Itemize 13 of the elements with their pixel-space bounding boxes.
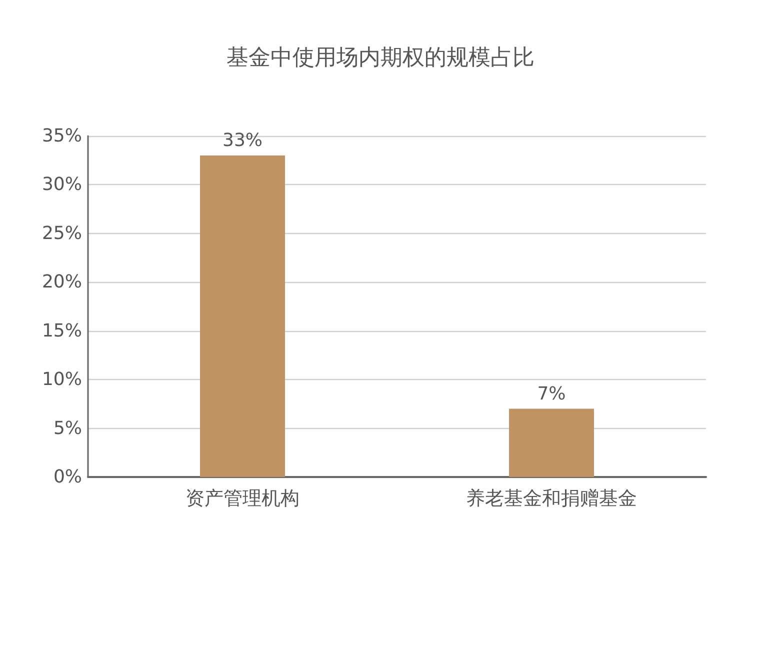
chart-title: 基金中使用场内期权的规模占比: [226, 46, 534, 70]
y-tick-label: 0%: [53, 466, 82, 488]
y-tick-label: 20%: [42, 272, 82, 293]
data-label: 33%: [222, 130, 263, 151]
x-tick-label: 资产管理机构: [186, 488, 300, 510]
x-tick-label: 养老基金和捐赠基金: [466, 488, 637, 510]
data-label: 7%: [537, 383, 566, 404]
y-tick-label: 25%: [42, 222, 82, 244]
y-tick-label: 10%: [42, 369, 82, 390]
y-tick-label: 15%: [42, 320, 82, 342]
y-tick-label: 35%: [42, 126, 82, 146]
y-tick-label: 30%: [42, 174, 82, 196]
y-tick-label: 5%: [53, 418, 82, 439]
